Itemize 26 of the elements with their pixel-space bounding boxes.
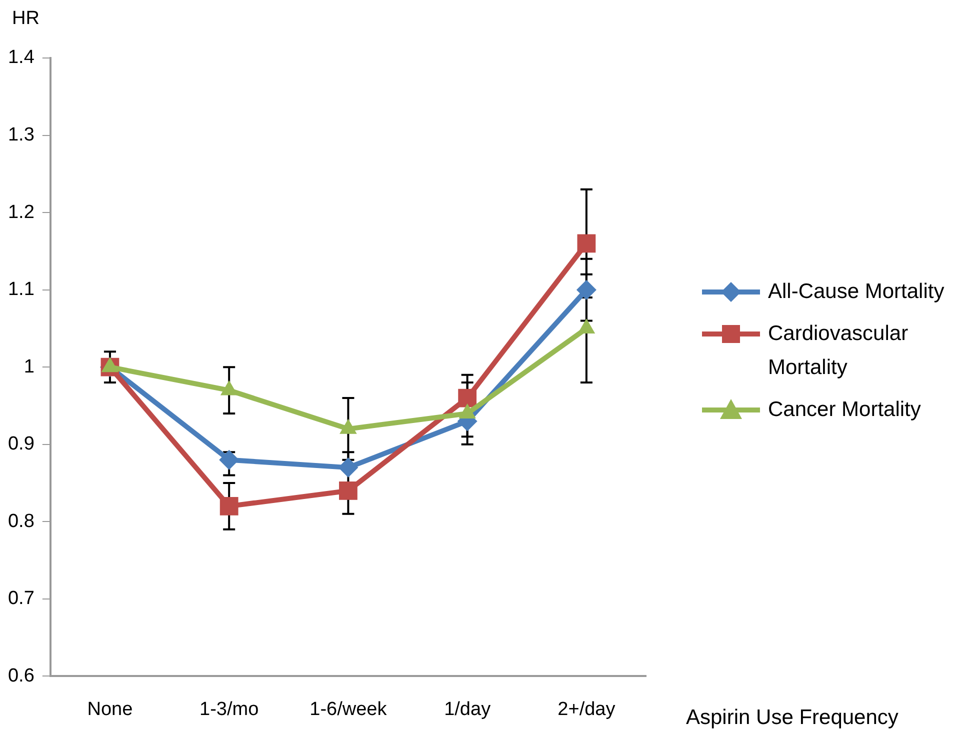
point [338,458,358,478]
y-axis-title: HR [12,8,40,30]
y-tick-label: 1.2 [8,202,34,223]
x-tick-label: None [87,698,133,720]
legend-label: Cardiovascular Mortality [768,321,910,381]
x-tick-label: 2+/day [558,698,616,720]
y-tick-label: 1 [24,356,34,378]
x-tick-label: 1-6/week [310,698,388,720]
point [458,388,477,408]
y-tick-label: 0.6 [8,665,34,686]
point [339,482,358,500]
y-tick-label: 1.4 [8,47,35,68]
x-tick-label: 1/day [444,698,492,720]
point [576,280,596,300]
y-tick-label: 1.1 [8,279,34,300]
y-tick-label: 1.3 [8,124,34,146]
x-axis-title: Aspirin Use Frequency [686,706,898,730]
point [577,234,596,253]
point [220,497,238,516]
y-tick-label: 0.9 [8,434,34,455]
legend-label: All-Cause Mortality [768,279,946,305]
y-tick-label: 0.8 [8,510,34,532]
legend-label: Cancer Mortality [768,397,922,423]
x-tick-label: 1-3/mo [200,698,259,720]
y-tick-label: 0.7 [8,588,34,610]
point [219,450,240,470]
